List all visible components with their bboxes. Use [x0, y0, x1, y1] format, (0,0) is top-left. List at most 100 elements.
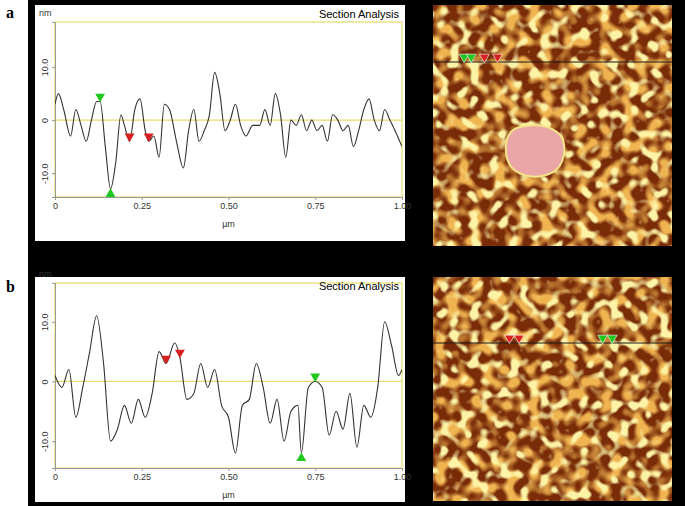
section-line: [433, 343, 672, 344]
x-tick: 0.75: [307, 197, 325, 211]
afm-grain: [433, 277, 672, 501]
plot-area: [55, 72, 402, 197]
title: Section Analysis: [319, 8, 400, 20]
y-axis: -10.0 0 10.0: [40, 284, 56, 469]
y-tick: 0: [40, 379, 55, 384]
afm-grain: [433, 5, 672, 246]
x-tick-mark: [315, 197, 316, 200]
x-axis-line: [56, 198, 403, 201]
cursor-marker: [175, 350, 185, 359]
x-tick-mark: [402, 468, 403, 471]
x-tick-label: 0: [53, 472, 58, 482]
cursor-marker: [161, 356, 171, 365]
y-axis-title: nm: [39, 8, 52, 18]
x-tick: 0.75: [307, 468, 325, 482]
x-tick: 0.50: [220, 468, 238, 482]
image-cursor: [607, 335, 617, 344]
afm-grain: [433, 5, 672, 246]
plot-frame: [55, 283, 402, 468]
plot-frame: [55, 22, 402, 197]
x-axis: 0 0.25 0.50 0.75 1.00: [53, 197, 411, 211]
panel-label: b: [6, 278, 15, 295]
cursor-marker: [310, 374, 320, 383]
image-cursor: [479, 54, 489, 63]
y-tick-mark: [52, 381, 55, 382]
x-tick: 0: [53, 197, 58, 211]
cursor-marker: [95, 94, 105, 103]
x-tick: 0.50: [220, 197, 238, 211]
y-tick-mark: [52, 322, 55, 323]
title: Section Analysis: [319, 280, 400, 292]
x-tick: 0.25: [133, 468, 151, 482]
x-tick-mark: [402, 197, 403, 200]
cursor-marker: [125, 133, 135, 142]
x-tick-label: 1.00: [394, 201, 412, 211]
y-axis-title: nm: [39, 269, 52, 279]
y-tick-label: 10.0: [40, 314, 50, 332]
panel: a Section Analysis nm µm 0 0.25 0.50 0.75 1.00 -1…: [6, 4, 672, 246]
x-tick-label: 0.50: [220, 201, 238, 211]
x-tick-label: 0: [53, 201, 58, 211]
y-tick-mark: [52, 441, 55, 442]
y-tick-label: -10.0: [40, 163, 50, 184]
zero-line: [55, 381, 402, 382]
section-line: [433, 62, 672, 63]
x-tick-label: 1.00: [394, 472, 412, 482]
y-tick-label: -10.0: [40, 431, 50, 452]
x-tick-mark: [229, 197, 230, 200]
cursor-marker: [106, 188, 116, 197]
y-axis-line: [52, 23, 56, 198]
chart-box: [35, 5, 405, 241]
afm-grain: [433, 277, 672, 501]
plot-area: [55, 316, 402, 461]
y-tick-label: 0: [40, 118, 50, 123]
x-tick-mark: [229, 468, 230, 471]
y-tick-mark: [52, 67, 55, 68]
y-tick: -10.0: [40, 431, 55, 452]
y-tick: 0: [40, 118, 55, 123]
afm-image: [433, 5, 672, 246]
particle: [506, 125, 565, 176]
panel-label: a: [6, 4, 14, 21]
y-tick-mark: [52, 120, 55, 121]
y-tick-label: 10.0: [40, 59, 50, 77]
image-cursor: [493, 54, 503, 63]
x-tick-label: 0.75: [307, 472, 325, 482]
image-cursor: [505, 335, 515, 344]
x-axis-line: [56, 469, 403, 472]
y-axis: -10.0 0 10.0: [40, 23, 56, 198]
chart-box: [35, 277, 405, 502]
background: [28, 0, 685, 506]
x-tick: 1.00: [394, 197, 412, 211]
figure: a Section Analysis nm µm 0 0.25 0.50 0.75 1.00 -1…: [0, 0, 685, 506]
x-tick-label: 0.25: [133, 472, 151, 482]
x-axis-title: µm: [222, 219, 235, 229]
cursor-marker: [144, 133, 154, 142]
y-axis-line: [52, 284, 56, 469]
x-tick-mark: [142, 468, 143, 471]
x-axis-title: µm: [222, 490, 235, 500]
image-cursor: [598, 335, 608, 344]
afm-base: [433, 5, 672, 246]
image-cursor: [466, 54, 476, 63]
x-axis: 0 0.25 0.50 0.75 1.00: [53, 468, 411, 482]
x-tick-mark: [315, 468, 316, 471]
y-tick: 10.0: [40, 314, 55, 332]
x-tick: 1.00: [394, 468, 412, 482]
y-tick: -10.0: [40, 163, 55, 184]
zero-line: [55, 120, 402, 121]
x-tick-label: 0.75: [307, 201, 325, 211]
x-tick-label: 0.50: [220, 472, 238, 482]
image-cursor: [514, 335, 524, 344]
y-tick-mark: [52, 173, 55, 174]
x-tick: 0: [53, 468, 58, 482]
afm-image: [433, 277, 672, 501]
x-tick: 0.25: [133, 197, 151, 211]
panel: b Section Analysis nm µm 0 0.25 0.50 0.75 1.00 -1…: [6, 269, 672, 502]
x-tick-label: 0.25: [133, 201, 151, 211]
x-tick-mark: [142, 197, 143, 200]
y-tick: 10.0: [40, 59, 55, 77]
profile-line: [55, 72, 402, 189]
cursor-marker: [296, 452, 306, 461]
profile-line: [55, 316, 402, 453]
